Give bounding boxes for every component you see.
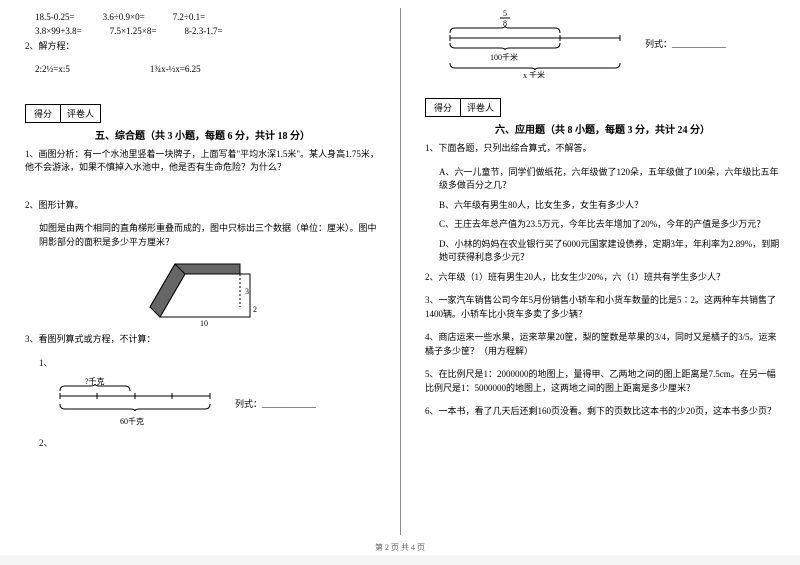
trapezoid-figure: 3 2 10 xyxy=(145,259,380,329)
expression-blank-1: 列式：____________ xyxy=(235,397,316,410)
q6-5: 5、在比例尺是1：2000000的地图上，量得甲、乙两地之间的图上距离是7.5c… xyxy=(425,368,780,395)
q6-4: 4、商店运来一些水果，运来苹果20筐，梨的筐数是苹果的3/4，同时又是橘子的3/… xyxy=(425,331,780,358)
eq: 7.5×1.25×8= xyxy=(110,26,157,36)
score-label: 得分 xyxy=(26,105,61,122)
brace2-mid-label: 100千米 xyxy=(490,52,518,62)
brace-figure-1: ?千克 60千克 列式：____________ xyxy=(55,376,380,431)
q5-1: 1、画图分析：有一个水池里竖着一块牌子，上面写着"平均水深1.5米"。某人身高1… xyxy=(25,148,380,175)
page-footer: 第 2 页 共 4 页 xyxy=(0,542,800,553)
eq: 3.6÷0.9×0= xyxy=(103,12,145,22)
grader-label: 评卷人 xyxy=(61,105,100,122)
q6-6: 6、一本书，看了几天后还剩160页没看。剩下的页数比这本书的少20页，这本书多少… xyxy=(425,405,780,419)
solve-eq-2: 1¾x-½x=6.25 xyxy=(150,64,201,74)
score-box: 得分 评卷人 xyxy=(425,98,501,117)
q6-1d: D、小林的妈妈在农业银行买了6000元国家建设债券，定期3年，年利率为2.89%… xyxy=(439,238,780,265)
q6-1c: C、王庄去年总产值为23.5万元，今年比去年增加了20%，今年的产值是多少万元？ xyxy=(439,218,780,232)
q6-1: 1、下面各题，只列出综合算式，不解答。 xyxy=(425,142,780,156)
equation-row-2: 3.8×99+3.8= 7.5×1.25×8= 8-2.3-1.7= xyxy=(35,26,380,36)
eq: 8-2.3-1.7= xyxy=(184,26,222,36)
section6-title: 六、应用题（共 8 小题，每题 3 分，共计 24 分） xyxy=(425,121,780,136)
solve-eq-1: 2:2½=x:5 xyxy=(35,64,70,74)
q5-3-sub1: 1、 xyxy=(39,357,380,371)
expression-blank-2: 列式：____________ xyxy=(645,37,726,50)
eq: 18.5-0.25= xyxy=(35,12,75,22)
grader-label: 评卷人 xyxy=(461,99,500,116)
q5-3-sub2: 2、 xyxy=(39,437,380,451)
section5-title: 五、综合题（共 3 小题，每题 6 分，共计 18 分） xyxy=(25,127,380,142)
q6-2: 2、六年级（1）班有男生20人，比女生少20%，六（1）班共有学生多少人？ xyxy=(425,271,780,285)
eq: 3.8×99+3.8= xyxy=(35,26,82,36)
trap-label-h: 3 xyxy=(245,287,249,296)
equation-row-1: 18.5-0.25= 3.6÷0.9×0= 7.2÷0.1= xyxy=(35,12,380,22)
trap-label-w: 10 xyxy=(200,319,208,328)
q5-3: 3、看图列算式或方程，不计算： xyxy=(25,333,380,347)
score-label: 得分 xyxy=(426,99,461,116)
solve-equations-label: 2、解方程： xyxy=(25,40,380,54)
left-column: 18.5-0.25= 3.6÷0.9×0= 7.2÷0.1= 3.8×99+3.… xyxy=(0,0,400,555)
q6-3: 3、一家汽车销售公司今年5月份销售小轿车和小货车数量的比是5∶2。这两种车共销售… xyxy=(425,294,780,321)
brace1-bottom-label: 60千克 xyxy=(120,416,144,426)
brace-figure-2: 5 8 100千米 x 千米 列式：____________ xyxy=(445,8,780,78)
q5-2-title: 2、图形计算。 xyxy=(25,199,380,213)
solve-row: 2:2½=x:5 1¾x-½x=6.25 xyxy=(35,64,380,74)
brace2-fracn: 5 xyxy=(503,9,507,18)
q5-2-body: 如图是由两个相同的直角梯形重叠而成的，图中只标出三个数据（单位：厘米）。图中阴影… xyxy=(39,222,380,249)
q6-1b: B、六年级有男生80人，比女生多，女生有多少人？ xyxy=(439,199,780,213)
page: 18.5-0.25= 3.6÷0.9×0= 7.2÷0.1= 3.8×99+3.… xyxy=(0,0,800,555)
eq: 7.2÷0.1= xyxy=(173,12,206,22)
brace2-bottom-label: x 千米 xyxy=(523,70,545,78)
trap-label-r: 2 xyxy=(253,305,257,314)
score-box: 得分 评卷人 xyxy=(25,104,101,123)
q6-1a: A、六一儿童节，同学们做纸花，六年级做了120朵，五年级做了100朵，六年级比五… xyxy=(439,166,780,193)
right-column: 5 8 100千米 x 千米 列式：____________ 得分 评卷人 六、… xyxy=(400,0,800,555)
